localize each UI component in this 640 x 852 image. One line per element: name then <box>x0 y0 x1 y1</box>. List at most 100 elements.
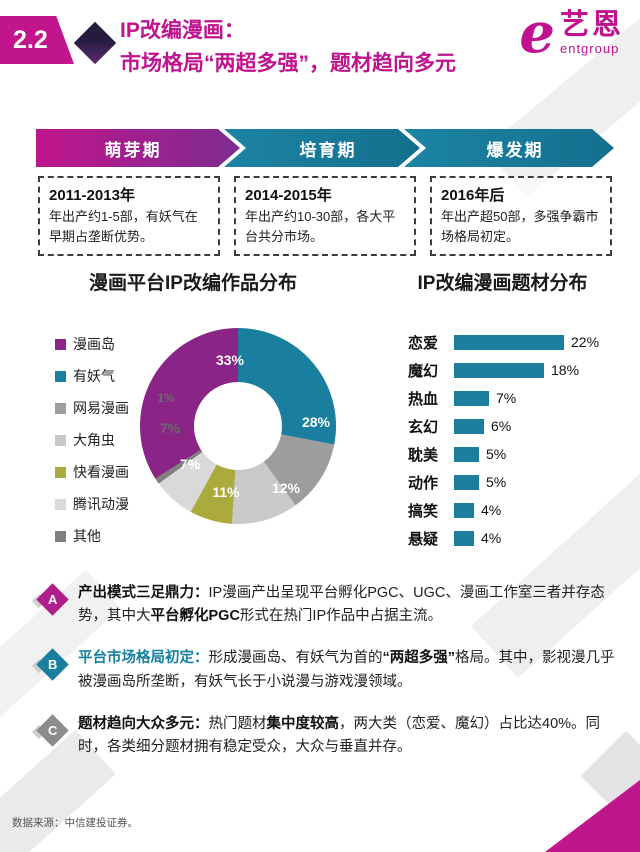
bar-chart-title: IP改编漫画题材分布 <box>417 273 588 294</box>
phase-box: 2011-2013年 年出产约1-5部，有妖气在早期占垄断优势。 <box>38 176 220 256</box>
legend-label: 大角虫 <box>73 432 115 448</box>
bar-fill <box>454 502 474 518</box>
phase-period: 2016年后 <box>441 187 505 204</box>
donut-slice-label: 11% <box>212 484 240 500</box>
title-diamond-icon <box>73 21 117 65</box>
insight-text: 产出模式三足鼎力：IP漫画产出呈现平台孵化PGC、UGC、漫画工作室三者并存态势… <box>78 585 605 625</box>
bar-value: 4% <box>481 502 502 518</box>
bar-category: 动作 <box>408 474 439 492</box>
legend-item: 腾讯动漫 <box>55 494 129 514</box>
legend-item: 网易漫画 <box>55 398 129 418</box>
legend-label: 网易漫画 <box>73 400 129 416</box>
entgroup-logo-icon: e <box>519 0 555 66</box>
bar-fill <box>454 390 489 406</box>
bar-category: 玄幻 <box>408 418 439 436</box>
donut-slice-label: 33% <box>215 352 245 368</box>
phase-label: 爆发期 <box>486 140 544 160</box>
bar-row: 搞笑 4% <box>408 502 599 520</box>
legend-swatch <box>55 498 66 510</box>
insight-diamond: B <box>36 648 69 682</box>
legend-swatch <box>55 466 66 478</box>
insights: A 产出模式三足鼎力：IP漫画产出呈现平台孵化PGC、UGC、漫画工作室三者并存… <box>31 582 618 778</box>
bar-category: 搞笑 <box>408 502 439 520</box>
page-title: IP改编漫画： 市场格局“两超多强”，题材趋向多元 <box>120 15 510 80</box>
legend-label: 快看漫画 <box>73 464 129 480</box>
insight-marker: B <box>31 648 69 682</box>
legend-label: 漫画岛 <box>73 336 115 352</box>
insight-diamond: A <box>36 583 69 616</box>
brand-name-cn: 艺恩 <box>559 9 624 42</box>
bar-value: 6% <box>491 418 512 434</box>
insight-letter: C <box>47 722 58 738</box>
legend-label: 其他 <box>73 528 101 544</box>
legend-swatch <box>55 338 66 350</box>
bar-fill <box>454 530 474 546</box>
phase-desc: 年出产约10-30部，各大平台共分市场。 <box>245 209 396 244</box>
insight-marker: C <box>31 713 69 748</box>
phase-label: 培育期 <box>299 140 357 160</box>
page-title-line2: 市场格局“两超多强”，题材趋向多元 <box>120 51 456 75</box>
bar-value: 4% <box>481 530 502 546</box>
donut-chart: 33% 28% 12% 11% 7% 7% 1% <box>140 328 336 524</box>
donut-slice-label: 7% <box>179 456 201 472</box>
bar-row: 悬疑 4% <box>408 530 599 548</box>
legend-item: 漫画岛 <box>55 334 129 354</box>
bar-value: 22% <box>571 334 600 350</box>
bar-fill <box>454 446 479 462</box>
bar-category: 魔幻 <box>408 362 439 380</box>
legend-swatch <box>55 402 66 414</box>
legend-swatch <box>55 530 66 542</box>
bar-fill <box>454 474 479 490</box>
section-number-badge: 2.2 <box>0 16 74 64</box>
bar-category: 耽美 <box>408 446 439 464</box>
donut-legend: 漫画岛 有妖气 网易漫画 大角虫 快看漫画 腾讯动漫 <box>55 334 129 558</box>
insight-letter: A <box>47 591 58 607</box>
insight-item: B 平台市场格局初定：形成漫画岛、有妖气为首的“两超多强”格局。其中，影视漫几乎… <box>31 647 618 693</box>
bar-category: 悬疑 <box>408 530 439 548</box>
legend-item: 快看漫画 <box>55 462 129 482</box>
corner-triangle <box>545 780 640 852</box>
donut-chart-title: 漫画平台IP改编作品分布 <box>89 273 297 294</box>
data-source-note: 数据来源：中信建投证券。 <box>12 817 138 829</box>
donut-slice-label: 1% <box>157 391 175 405</box>
timeline: 萌芽期 培育期 爆发期 <box>36 129 614 167</box>
bar-fill <box>454 362 544 378</box>
phase-label: 萌芽期 <box>104 140 162 160</box>
bar-value: 18% <box>551 362 580 378</box>
phase-period: 2011-2013年 <box>49 187 135 204</box>
legend-label: 有妖气 <box>73 368 115 384</box>
bar-row: 魔幻 18% <box>408 362 599 380</box>
timeline-phase: 培育期 <box>224 129 420 167</box>
brand-name-en: entgroup <box>559 41 620 57</box>
legend-swatch <box>55 434 66 446</box>
insight-marker: A <box>31 583 69 617</box>
phase-box: 2016年后 年出产超50部，多强争霸市场格局初定。 <box>430 176 612 256</box>
bar-chart: 恋爱 22% 魔幻 18% 热血 7% 玄幻 6% 耽美 <box>408 334 599 558</box>
timeline-detail-boxes: 2011-2013年 年出产约1-5部，有妖气在早期占垄断优势。 2014-20… <box>38 176 612 256</box>
donut-slice-label: 28% <box>301 414 331 430</box>
bar-category: 热血 <box>408 390 439 408</box>
phase-box: 2014-2015年 年出产约10-30部，各大平台共分市场。 <box>234 176 416 256</box>
entgroup-logo: e 艺恩 entgroup <box>519 0 624 66</box>
phase-desc: 年出产超50部，多强争霸市场格局初定。 <box>441 209 599 244</box>
insight-text: 题材趋向大众多元：热门题材集中度较高，两大类（恋爱、魔幻）占比达40%。同时，各… <box>78 715 601 755</box>
donut-slice-label: 7% <box>159 420 181 436</box>
bar-row: 恋爱 22% <box>408 334 600 352</box>
bar-row: 玄幻 6% <box>408 418 599 436</box>
legend-swatch <box>55 370 66 382</box>
bar-fill <box>454 334 564 350</box>
legend-item: 其他 <box>55 526 129 546</box>
bar-value: 7% <box>496 390 517 406</box>
legend-item: 有妖气 <box>55 366 129 386</box>
phase-desc: 年出产约1-5部，有妖气在早期占垄断优势。 <box>49 209 198 244</box>
timeline-phase: 爆发期 <box>404 129 614 167</box>
timeline-phase: 萌芽期 <box>36 129 240 167</box>
phase-period: 2014-2015年 <box>245 187 332 204</box>
donut-slice-label: 12% <box>271 480 301 496</box>
bar-fill <box>454 418 484 434</box>
legend-label: 腾讯动漫 <box>73 496 129 512</box>
insight-diamond: C <box>36 713 69 747</box>
bar-row: 耽美 5% <box>408 446 599 464</box>
bar-row: 热血 7% <box>408 390 599 408</box>
